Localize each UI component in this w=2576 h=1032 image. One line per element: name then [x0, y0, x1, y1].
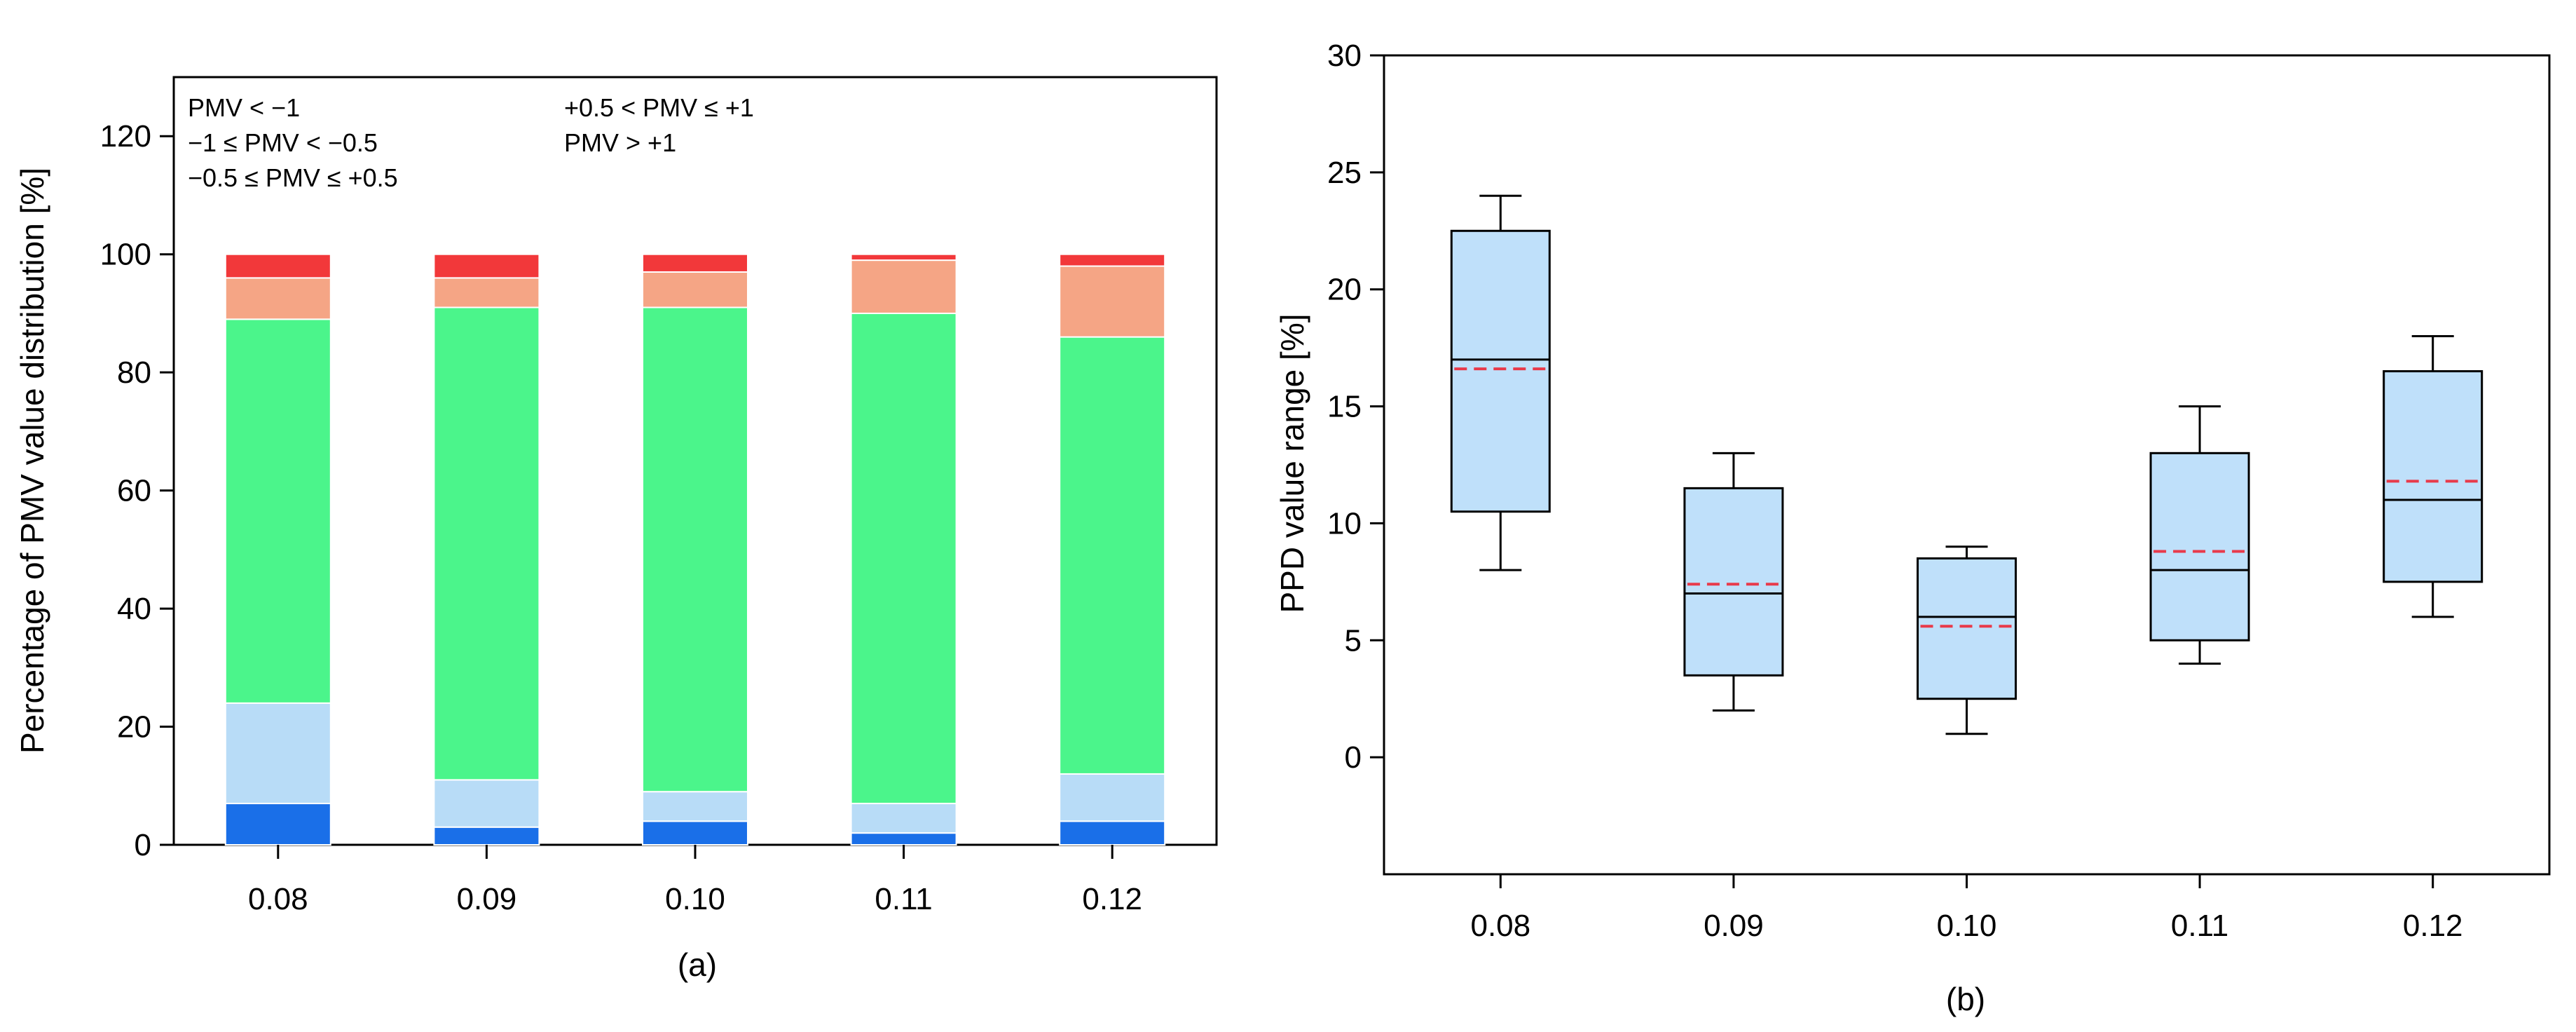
chart-a-y-axis: 0 20 40 60 80 100 120 — [100, 119, 174, 862]
bar-segment — [224, 702, 331, 805]
legend-entry: +0.5 < PMV ≤ +1 — [564, 93, 754, 122]
chart-b-boxes — [1450, 194, 2483, 735]
x-tick-label: 0.10 — [1937, 909, 1997, 943]
bar-segment — [433, 306, 540, 781]
bar-segment — [850, 259, 957, 314]
bar-segment — [642, 791, 748, 822]
bar-segment — [850, 312, 957, 805]
y-tick-label: 20 — [1327, 273, 1362, 307]
y-tick-label: 100 — [100, 238, 151, 272]
bar-segment — [1059, 336, 1166, 775]
bar-segment — [642, 820, 748, 846]
bar-segment — [433, 277, 540, 308]
y-tick-label: 10 — [1327, 506, 1362, 541]
x-tick-label: 0.08 — [248, 882, 308, 916]
chart-b-x-axis: 0.08 0.09 0.10 0.11 0.12 — [1470, 874, 2463, 943]
bar-segment — [433, 779, 540, 828]
chart-a-bars — [224, 253, 1166, 846]
box-iqr — [2383, 370, 2483, 583]
chart-a-x-axis: 0.08 0.09 0.10 0.11 0.12 — [248, 845, 1142, 916]
box-iqr — [1450, 229, 1551, 513]
chart-a-y-axis-title: Percentage of PMV value distribution [%] — [14, 168, 50, 754]
bar-segment — [1059, 820, 1166, 846]
stacked-bar-chart-panel-a: 0 20 40 60 80 100 120 0.08 0.09 0.10 0.11 0.12 PMV… — [14, 76, 1218, 983]
box-plot-panel-b: 0 5 10 15 20 25 30 0.08 0.09 0.10 0.11 0.12 PPD va… — [1274, 39, 2551, 1017]
bar-segment — [224, 803, 331, 846]
bar-segment — [1059, 265, 1166, 338]
y-tick-label: 20 — [117, 710, 151, 745]
x-tick-label: 0.08 — [1470, 909, 1530, 943]
bar-segment — [433, 253, 540, 279]
y-tick-label: 0 — [1345, 740, 1362, 775]
y-tick-label: 25 — [1327, 156, 1362, 190]
bar-segment — [642, 271, 748, 308]
legend-entry: −1 ≤ PMV < −0.5 — [188, 128, 378, 157]
legend-entry: PMV > +1 — [564, 128, 676, 157]
y-tick-label: 0 — [135, 828, 151, 862]
bar-segment — [850, 832, 957, 846]
box-iqr — [1917, 557, 2017, 700]
box-iqr — [2149, 452, 2250, 641]
x-tick-label: 0.11 — [875, 882, 932, 916]
x-tick-label: 0.09 — [457, 882, 517, 916]
chart-a-legend: PMV < −1 −1 ≤ PMV < −0.5 −0.5 ≤ PMV ≤ +0.5… — [188, 93, 754, 192]
x-tick-label: 0.10 — [665, 882, 725, 916]
bar-segment — [850, 253, 957, 262]
y-tick-label: 60 — [117, 474, 151, 508]
legend-entry: PMV < −1 — [188, 93, 300, 122]
y-tick-label: 15 — [1327, 390, 1362, 424]
y-tick-label: 40 — [117, 592, 151, 626]
chart-b-y-axis-title: PPD value range [%] — [1274, 313, 1310, 613]
y-tick-label: 30 — [1327, 39, 1362, 73]
x-tick-label: 0.11 — [2171, 909, 2228, 943]
x-tick-label: 0.12 — [2403, 909, 2463, 943]
chart-b-panel-label: (b) — [1946, 981, 1985, 1017]
chart-a-panel-label: (a) — [678, 946, 717, 983]
x-tick-label: 0.12 — [1082, 882, 1142, 916]
box-iqr — [1683, 487, 1784, 677]
bar-segment — [642, 253, 748, 273]
bar-segment — [1059, 253, 1166, 267]
y-tick-label: 5 — [1345, 623, 1362, 658]
bar-segment — [224, 277, 331, 320]
chart-b-plot-area — [1383, 54, 2551, 876]
bar-segment — [850, 803, 957, 834]
bar-segment — [433, 826, 540, 846]
bar-segment — [224, 253, 331, 279]
y-tick-label: 80 — [117, 355, 151, 390]
bar-segment — [224, 318, 331, 704]
legend-entry: −0.5 ≤ PMV ≤ +0.5 — [188, 163, 398, 192]
bar-segment — [642, 306, 748, 793]
bar-segment — [1059, 773, 1166, 822]
x-tick-label: 0.09 — [1704, 909, 1764, 943]
chart-b-y-axis: 0 5 10 15 20 25 30 — [1327, 39, 1384, 775]
y-tick-label: 120 — [100, 119, 151, 154]
